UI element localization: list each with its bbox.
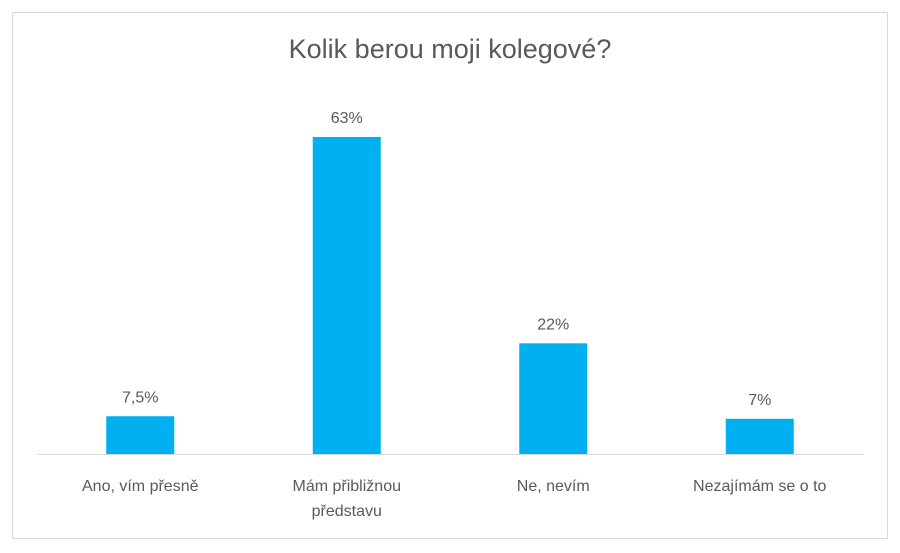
bar-1 [312,137,381,454]
category-label-0: Ano, vím přesně [82,478,199,495]
category-label-3: Nezajímám se o to [693,478,826,495]
value-label-0: 7,5% [122,389,158,406]
value-label-3: 7% [748,392,771,409]
category-label-1: Mám přibližnou představu [293,478,401,520]
bar-0 [106,416,175,454]
chart-title: Kolik berou moji kolegové? [288,34,612,64]
bar-2 [519,343,588,454]
value-label-1: 63% [331,110,363,127]
value-label-2: 22% [537,316,569,333]
category-label-2: Ne, nevím [517,478,590,495]
bar-3 [725,418,794,454]
